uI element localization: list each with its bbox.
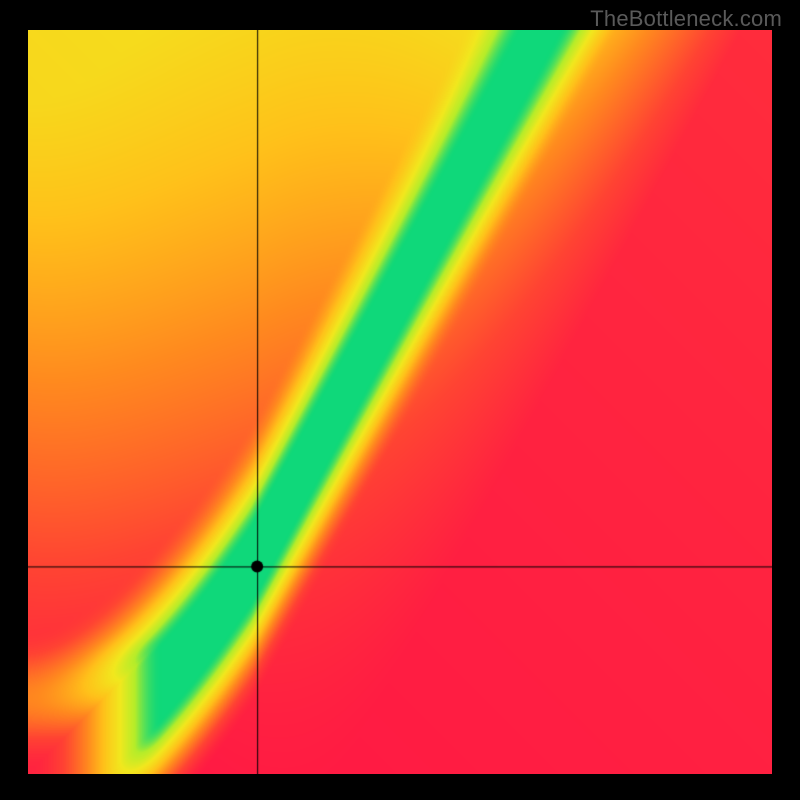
watermark-text: TheBottleneck.com — [590, 6, 782, 32]
heatmap-canvas — [28, 30, 772, 774]
heatmap-plot — [28, 30, 772, 774]
